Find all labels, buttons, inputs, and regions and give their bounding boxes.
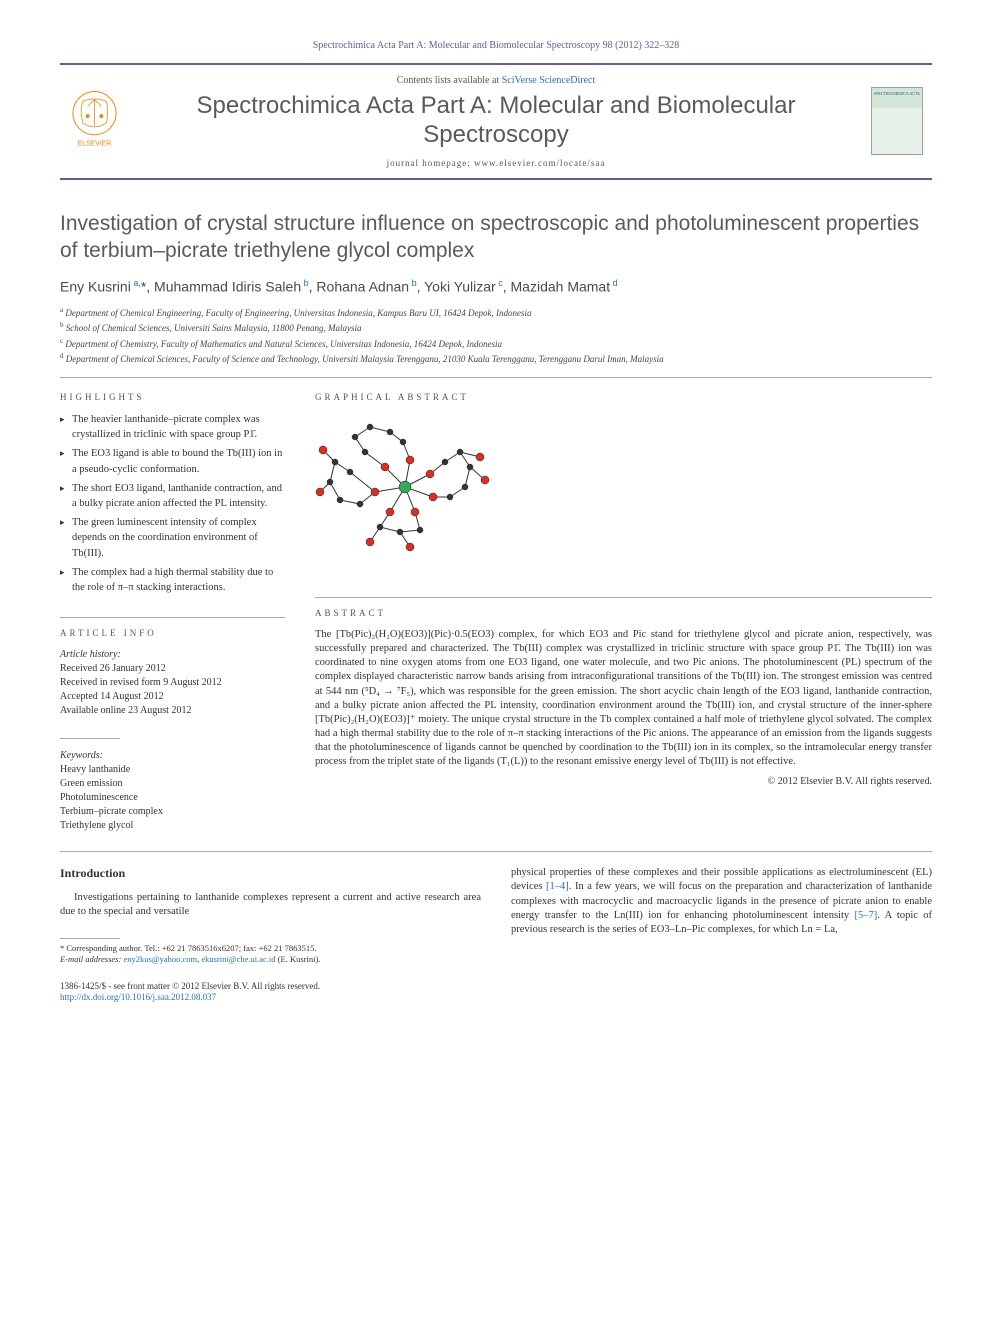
- highlight-item: The short EO3 ligand, lanthanide contrac…: [60, 481, 285, 511]
- keywords-block: Keywords: Heavy lanthanideGreen emission…: [60, 749, 285, 833]
- divider: [60, 617, 285, 618]
- copyright: © 2012 Elsevier B.V. All rights reserved…: [315, 776, 932, 787]
- graphical-abstract-heading: GRAPHICAL ABSTRACT: [315, 392, 932, 402]
- keywords-list: Heavy lanthanideGreen emissionPhotolumin…: [60, 763, 285, 833]
- divider: [60, 851, 932, 852]
- history-label: Article history:: [60, 648, 285, 662]
- right-column: GRAPHICAL ABSTRACT ABSTRACT The [Tb(Pic)…: [315, 392, 932, 833]
- abstract-text: The [Tb(Pic)₂(H₂O)(EO3)](Pic)·0.5(EO3) c…: [315, 628, 932, 770]
- divider-short: [60, 938, 120, 939]
- highlight-item: The EO3 ligand is able to bound the Tb(I…: [60, 446, 285, 476]
- received-date: Received 26 January 2012: [60, 662, 285, 676]
- homepage-url[interactable]: www.elsevier.com/locate/saa: [474, 158, 605, 168]
- accepted-date: Accepted 14 August 2012: [60, 690, 285, 704]
- highlight-item: The heavier lanthanide–picrate complex w…: [60, 412, 285, 442]
- highlight-item: The complex had a high thermal stability…: [60, 565, 285, 595]
- keyword-item: Heavy lanthanide: [60, 763, 285, 777]
- keywords-label: Keywords:: [60, 749, 285, 763]
- intro-left-column: Introduction Investigations pertaining t…: [60, 866, 481, 1004]
- footer: 1386-1425/$ - see front matter © 2012 El…: [60, 981, 481, 1004]
- journal-cover: SPECTROCHIMICA ACTA: [871, 87, 923, 155]
- left-column: HIGHLIGHTS The heavier lanthanide–picrat…: [60, 392, 285, 833]
- intro-heading: Introduction: [60, 866, 481, 881]
- highlights-list: The heavier lanthanide–picrate complex w…: [60, 412, 285, 595]
- abstract-heading: ABSTRACT: [315, 608, 932, 618]
- corresponding-author: * Corresponding author. Tel.: +62 21 786…: [60, 934, 481, 965]
- affiliations: a Department of Chemical Engineering, Fa…: [60, 305, 932, 367]
- email-label: E-mail addresses:: [60, 954, 123, 964]
- sciencedirect-link[interactable]: SciVerse ScienceDirect: [502, 75, 596, 86]
- online-date: Available online 23 August 2012: [60, 704, 285, 718]
- corr-name: (E. Kusrini).: [276, 954, 321, 964]
- contents-line: Contents lists available at SciVerse Sci…: [130, 75, 862, 86]
- divider: [60, 738, 120, 739]
- email-link-2[interactable]: ekusrini@che.ui.ac.id: [201, 954, 275, 964]
- contents-prefix: Contents lists available at: [397, 75, 502, 86]
- article-title: Investigation of crystal structure influ…: [60, 210, 932, 265]
- highlight-item: The green luminescent intensity of compl…: [60, 515, 285, 561]
- divider: [60, 377, 932, 378]
- article-info: Article history: Received 26 January 201…: [60, 648, 285, 718]
- footer-copyright: 1386-1425/$ - see front matter © 2012 El…: [60, 981, 481, 993]
- keyword-item: Triethylene glycol: [60, 819, 285, 833]
- top-citation: Spectrochimica Acta Part A: Molecular an…: [60, 40, 932, 51]
- authors: Eny Kusrini a,*, Muhammad Idiris Saleh b…: [60, 278, 932, 295]
- doi-link[interactable]: http://dx.doi.org/10.1016/j.saa.2012.08.…: [60, 992, 216, 1002]
- homepage-prefix: journal homepage:: [387, 158, 474, 168]
- email-link-1[interactable]: eny2kus@yahoo.com: [123, 954, 197, 964]
- molecule-diagram: [315, 412, 495, 562]
- elsevier-logo: ELSEVIER: [68, 91, 122, 151]
- corr-line1: * Corresponding author. Tel.: +62 21 786…: [60, 943, 481, 954]
- svg-text:ELSEVIER: ELSEVIER: [78, 141, 112, 148]
- article-info-heading: ARTICLE INFO: [60, 628, 285, 638]
- elsevier-logo-container: ELSEVIER: [60, 65, 130, 178]
- keyword-item: Terbium–picrate complex: [60, 805, 285, 819]
- corr-line2: E-mail addresses: eny2kus@yahoo.com, eku…: [60, 954, 481, 965]
- keyword-item: Green emission: [60, 777, 285, 791]
- keyword-item: Photoluminescence: [60, 791, 285, 805]
- header-center: Contents lists available at SciVerse Sci…: [130, 65, 862, 178]
- intro-columns: Introduction Investigations pertaining t…: [60, 866, 932, 1004]
- homepage-line: journal homepage: www.elsevier.com/locat…: [130, 158, 862, 168]
- highlights-heading: HIGHLIGHTS: [60, 392, 285, 402]
- divider: [315, 597, 932, 598]
- journal-name: Spectrochimica Acta Part A: Molecular an…: [130, 92, 862, 150]
- intro-right-column: physical properties of these complexes a…: [511, 866, 932, 1004]
- journal-header: ELSEVIER Contents lists available at Sci…: [60, 63, 932, 180]
- intro-paragraph-left: Investigations pertaining to lanthanide …: [60, 891, 481, 919]
- intro-paragraph-right: physical properties of these complexes a…: [511, 866, 932, 937]
- cover-container: SPECTROCHIMICA ACTA: [862, 65, 932, 178]
- revised-date: Received in revised form 9 August 2012: [60, 676, 285, 690]
- two-column-layout: HIGHLIGHTS The heavier lanthanide–picrat…: [60, 392, 932, 833]
